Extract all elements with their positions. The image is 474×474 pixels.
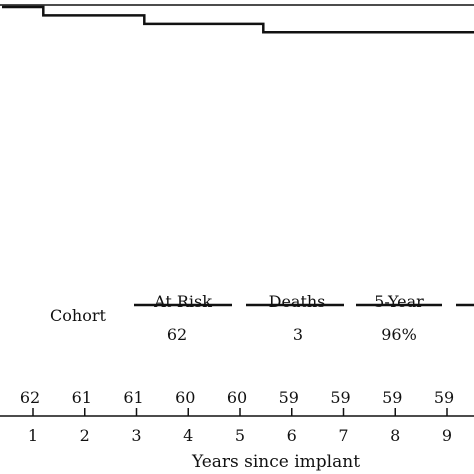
at-risk-count-4: 60 <box>175 388 195 407</box>
x-tick-label-8: 8 <box>390 426 400 445</box>
table-value-at-risk: 62 <box>167 325 187 344</box>
x-tick-label-5: 5 <box>235 426 245 445</box>
at-risk-count-3: 61 <box>123 388 143 407</box>
at-risk-count-8: 59 <box>382 388 402 407</box>
x-tick-label-2: 2 <box>80 426 90 445</box>
at-risk-count-6: 59 <box>279 388 299 407</box>
table-header-deaths: Deaths <box>269 292 326 311</box>
x-tick-label-1: 1 <box>28 426 38 445</box>
at-risk-row: 62 61 61 60 60 59 59 59 59 <box>20 388 454 407</box>
x-tick-label-9: 9 <box>442 426 452 445</box>
x-tick-label-6: 6 <box>287 426 297 445</box>
x-axis-title: Years since implant <box>191 452 360 472</box>
x-tick-label-3: 3 <box>131 426 141 445</box>
table-value-deaths: 3 <box>293 325 303 344</box>
at-risk-count-5: 60 <box>227 388 247 407</box>
at-risk-count-7: 59 <box>330 388 350 407</box>
survival-curve <box>2 5 474 34</box>
table-header-at-risk: At Risk <box>153 292 212 311</box>
x-axis-ticks <box>32 408 448 416</box>
at-risk-count-1: 62 <box>20 388 40 407</box>
x-axis-tick-labels: 1 2 3 4 5 6 7 8 9 <box>28 426 452 445</box>
at-risk-count-9: 59 <box>434 388 454 407</box>
table-row-label: Cohort <box>50 306 106 325</box>
table-header-5-year: 5-Year <box>374 292 424 311</box>
x-tick-label-7: 7 <box>338 426 348 445</box>
x-tick-label-4: 4 <box>183 426 193 445</box>
at-risk-count-2: 61 <box>72 388 92 407</box>
table-value-5-year: 96% <box>381 325 417 344</box>
